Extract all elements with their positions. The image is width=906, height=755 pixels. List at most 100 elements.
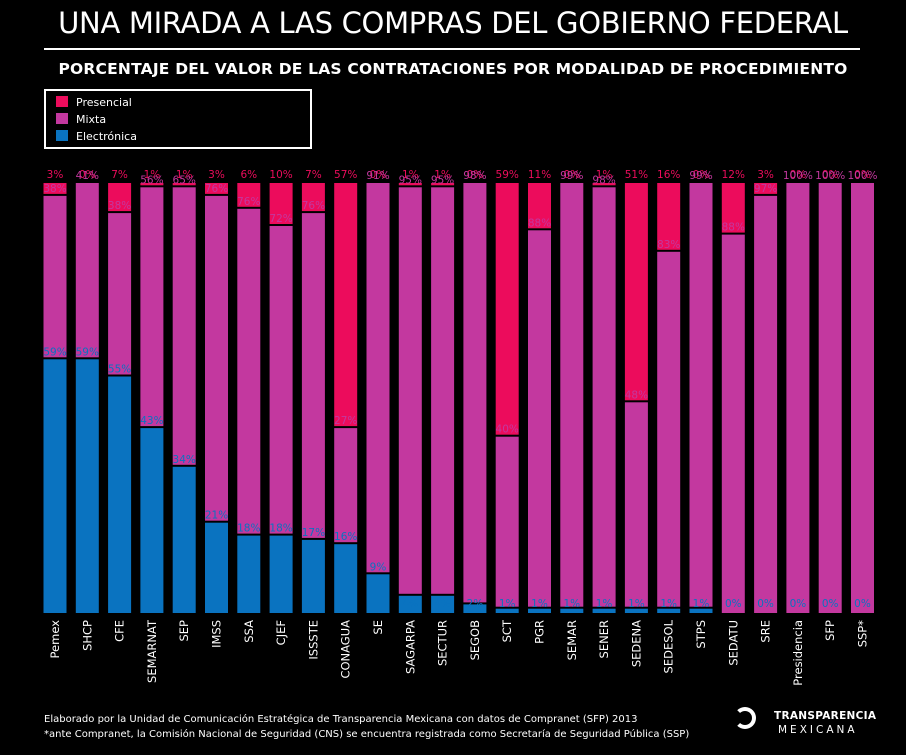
category-label-sep: SEP [177, 620, 191, 642]
bar-electronica-pemex [43, 359, 67, 613]
label-mixta-ssa: 76% [237, 196, 260, 208]
bar-mixta-sfp [818, 183, 842, 613]
bar-presencial-conagua [334, 183, 358, 427]
label-presencial-pemex: 3% [47, 169, 64, 181]
label-presencial-semar: 0% [563, 169, 580, 181]
bar-mixta-sedesol [657, 251, 681, 607]
label-presencial-ssp: 0% [854, 169, 871, 181]
label-mixta-sedatu: 88% [722, 222, 745, 234]
category-label-segob: SEGOB [468, 620, 482, 661]
category-label-cjef: CJEF [274, 620, 288, 645]
label-mixta-sep: 65% [173, 174, 196, 186]
bar-electronica-issste [301, 539, 325, 613]
label-mixta-se: 91% [366, 170, 389, 182]
bar-presencial-imss [205, 183, 228, 194]
label-presencial-pgr: 11% [528, 169, 551, 181]
bar-mixta-conagua [334, 428, 358, 543]
label-mixta-pgr: 88% [528, 217, 551, 229]
bar-mixta-issste [301, 213, 325, 538]
footer-footnote: *ante Compranet, la Comisión Nacional de… [44, 729, 690, 740]
legend-label-electronica: Electrónica [76, 130, 137, 143]
category-label-shcp: SHCP [80, 620, 94, 651]
label-mixta-pemex: 38% [43, 183, 66, 195]
bar-electronica-sectur [431, 595, 455, 613]
category-label-ssp: SSP* [856, 620, 870, 648]
label-electronica-stps: 1% [693, 598, 710, 610]
category-label-sener: SENER [597, 620, 611, 658]
label-presencial-sedesol: 16% [657, 169, 680, 181]
label-mixta-sagarpa: 95% [399, 174, 422, 186]
label-mixta-sre: 97% [754, 183, 777, 195]
legend-label-mixta: Mixta [76, 113, 107, 126]
label-electronica-conagua: 16% [334, 531, 357, 543]
category-label-stps: STPS [694, 620, 708, 649]
label-mixta-sectur: 95% [431, 174, 454, 186]
category-label-ssa: SSA [242, 620, 256, 643]
bar-presencial-cjef [269, 183, 293, 224]
label-electronica-semarnat: 43% [140, 415, 163, 427]
legend-item-electronica: Electrónica [56, 130, 137, 144]
label-presencial-sener: 1% [596, 169, 613, 181]
label-electronica-pemex: 59% [43, 346, 66, 358]
bar-presencial-sedesol [657, 183, 681, 250]
label-electronica-se: 9% [370, 561, 387, 573]
bar-presencial-semarnat [140, 183, 164, 186]
bar-mixta-segob [463, 183, 487, 603]
legend-label-presencial: Presencial [76, 96, 132, 109]
category-label-pgr: PGR [533, 620, 547, 644]
category-label-conagua: CONAGUA [339, 620, 353, 679]
label-presencial-cjef: 10% [269, 169, 292, 181]
category-label-issste: ISSSTE [306, 620, 320, 660]
bar-presencial-pgr [528, 183, 551, 229]
category-label-presidencia: Presidencia [791, 620, 805, 686]
category-label-cfe: CFE [113, 620, 127, 642]
label-electronica-sectur: 4% [434, 598, 451, 610]
bar-mixta-se [366, 183, 390, 573]
label-presencial-sedatu: 12% [722, 169, 745, 181]
bar-mixta-semarnat [140, 187, 164, 427]
label-presencial-se: 0% [370, 169, 387, 181]
label-presencial-sre: 3% [757, 169, 774, 181]
bar-mixta-cjef [269, 226, 293, 534]
bar-electronica-semarnat [140, 428, 164, 613]
category-label-sagarpa: SAGARPA [403, 620, 417, 674]
label-electronica-sener: 1% [596, 598, 613, 610]
label-mixta-conagua: 27% [334, 415, 357, 427]
bar-presencial-sagarpa [398, 183, 422, 186]
bar-electronica-sct [495, 608, 519, 613]
bar-presencial-ssa [237, 183, 261, 207]
label-presencial-imss: 3% [208, 169, 225, 181]
bar-electronica-sagarpa [398, 595, 422, 613]
label-presencial-sectur: 1% [434, 169, 451, 181]
bar-mixta-imss [205, 195, 228, 521]
legend-item-mixta: Mixta [56, 113, 106, 127]
label-electronica-presidencia: 0% [790, 598, 807, 610]
label-electronica-cjef: 18% [269, 523, 292, 535]
label-presencial-sep: 1% [176, 169, 193, 181]
label-presencial-shcp: 0% [79, 169, 96, 181]
bar-presencial-sener [592, 183, 616, 186]
bar-electronica-stps [689, 608, 713, 613]
label-presencial-sfp: 0% [822, 169, 839, 181]
bar-electronica-pgr [528, 608, 551, 613]
label-presencial-semarnat: 1% [144, 169, 161, 181]
label-electronica-sedena: 1% [628, 598, 645, 610]
label-mixta-sedesol: 83% [657, 239, 680, 251]
label-electronica-ssp: 0% [854, 598, 871, 610]
bar-presencial-sct [495, 183, 519, 435]
label-presencial-sct: 59% [496, 169, 519, 181]
label-mixta-ssp: 100% [847, 170, 877, 182]
bar-mixta-sectur [431, 187, 455, 594]
label-mixta-sedena: 48% [625, 389, 648, 401]
category-label-se: SE [371, 620, 385, 635]
category-label-sfp: SFP [823, 620, 837, 641]
label-mixta-semar: 99% [560, 170, 583, 182]
label-presencial-sedena: 51% [625, 169, 648, 181]
label-mixta-shcp: 41% [76, 170, 99, 182]
category-label-sedatu: SEDATU [726, 620, 740, 666]
legend-item-presencial: Presencial [56, 96, 132, 110]
bar-mixta-sep [172, 187, 196, 465]
label-mixta-segob: 98% [463, 170, 486, 182]
label-electronica-cfe: 55% [108, 364, 131, 376]
bar-electronica-sedesol [657, 608, 681, 613]
